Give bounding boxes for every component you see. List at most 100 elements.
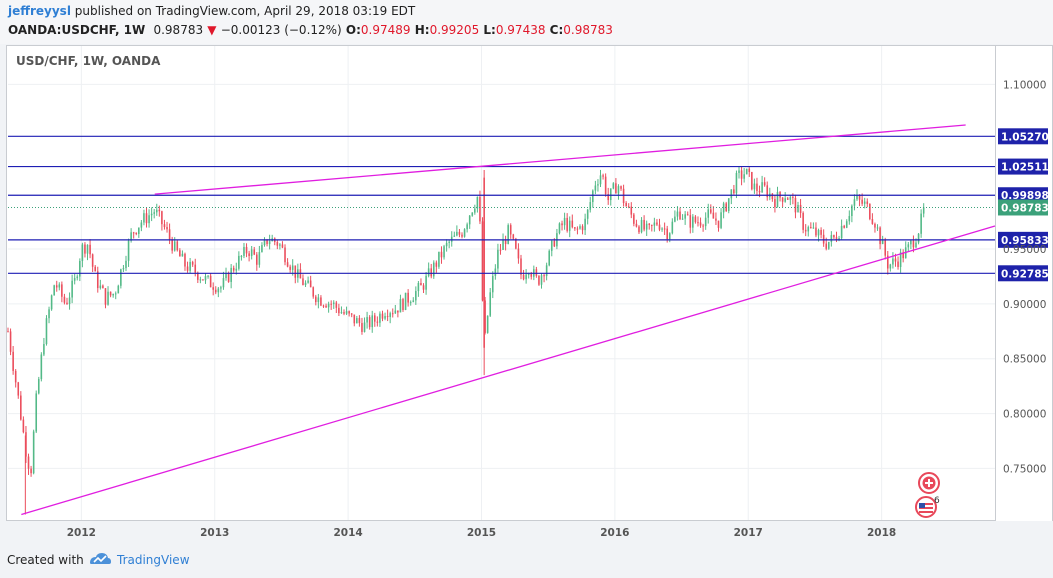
candle-body bbox=[494, 268, 497, 276]
candle-body bbox=[863, 201, 866, 204]
candle-body bbox=[245, 246, 248, 254]
candle-body bbox=[615, 183, 617, 194]
candle-body bbox=[717, 220, 720, 228]
candle-body bbox=[727, 198, 730, 212]
candle-body bbox=[209, 275, 212, 288]
x-tick-label: 2012 bbox=[67, 527, 96, 539]
candle-body bbox=[476, 196, 479, 209]
candle-body bbox=[140, 222, 143, 228]
candle-body bbox=[530, 273, 533, 277]
candle-body bbox=[592, 190, 594, 203]
candle-body bbox=[920, 213, 922, 234]
candle-body bbox=[756, 183, 758, 191]
candle-body bbox=[217, 288, 220, 293]
candle-body bbox=[817, 229, 820, 236]
candle-body bbox=[553, 240, 556, 247]
candle-body bbox=[399, 299, 402, 313]
open-label: O: bbox=[345, 23, 361, 37]
candle-body bbox=[535, 269, 538, 276]
candle-body bbox=[774, 199, 776, 208]
candle-body bbox=[681, 218, 684, 220]
candle-body bbox=[143, 213, 145, 223]
candle-body bbox=[889, 264, 892, 269]
price-chart[interactable]: 1.05270 1.02511 0.99898 0.95833 0.92785 0.987… bbox=[0, 0, 1053, 540]
candle-body bbox=[320, 297, 322, 306]
candle-body bbox=[838, 238, 840, 241]
tradingview-logo-icon[interactable] bbox=[88, 550, 112, 566]
quote-line: OANDA:USDCHF, 1W 0.98783 ▼ −0.00123 (−0.… bbox=[8, 23, 613, 37]
candle-body bbox=[63, 296, 66, 303]
candles-layer bbox=[7, 166, 925, 515]
low-value: 0.97438 bbox=[495, 23, 546, 37]
trendline[interactable] bbox=[21, 225, 996, 516]
candle-body bbox=[827, 241, 830, 249]
candle-body bbox=[168, 229, 171, 240]
candle-body bbox=[71, 280, 73, 298]
candle-body bbox=[710, 209, 712, 213]
candle-body bbox=[799, 204, 802, 213]
candle-body bbox=[499, 249, 502, 251]
level-price-label: 1.05270 bbox=[1001, 131, 1049, 143]
candle-body bbox=[432, 262, 435, 277]
plot-area[interactable] bbox=[6, 45, 996, 521]
candle-body bbox=[879, 227, 881, 245]
candle-body bbox=[479, 196, 481, 222]
candle-body bbox=[50, 295, 53, 310]
candle-body bbox=[425, 275, 427, 290]
price-scale[interactable] bbox=[996, 45, 1053, 521]
candle-body bbox=[581, 226, 584, 231]
candle-body bbox=[722, 203, 725, 213]
candle-body bbox=[225, 272, 227, 279]
candle-body bbox=[302, 278, 304, 286]
candle-body bbox=[640, 219, 643, 233]
candle-body bbox=[566, 217, 568, 231]
candle-body bbox=[404, 292, 407, 310]
candle-body bbox=[61, 284, 63, 297]
candle-body bbox=[89, 244, 91, 255]
candle-body bbox=[199, 279, 202, 281]
candle-body bbox=[345, 311, 348, 314]
candle-body bbox=[558, 223, 561, 234]
candle-body bbox=[763, 182, 766, 186]
trendline[interactable] bbox=[154, 124, 966, 195]
candle-body bbox=[522, 274, 525, 280]
candle-body bbox=[171, 239, 173, 251]
candle-body bbox=[679, 211, 681, 220]
candle-body bbox=[35, 393, 38, 432]
candle-body bbox=[456, 231, 458, 236]
candle-body bbox=[268, 241, 271, 245]
candle-body bbox=[653, 222, 656, 226]
candle-body bbox=[622, 188, 625, 203]
alert-icon[interactable] bbox=[918, 472, 940, 494]
candle-body bbox=[181, 253, 184, 257]
candle-body bbox=[484, 300, 486, 333]
candle-body bbox=[574, 227, 576, 229]
candle-body bbox=[568, 220, 571, 231]
candle-body bbox=[463, 229, 466, 237]
y-tick-label: 1.10000 bbox=[1003, 79, 1046, 91]
candle-body bbox=[843, 225, 845, 228]
tradingview-brand-link[interactable]: TradingView bbox=[117, 553, 190, 567]
candle-body bbox=[489, 292, 492, 316]
candle-body bbox=[325, 305, 327, 308]
candle-body bbox=[707, 209, 710, 218]
us-flag-events-icon[interactable]: 6 bbox=[914, 496, 944, 518]
candle-body bbox=[497, 249, 499, 269]
x-axis: 2012 2013 2014 2015 2016 2017 2018 bbox=[67, 527, 897, 539]
candle-body bbox=[751, 171, 753, 190]
candle-body bbox=[161, 211, 163, 225]
author-link[interactable]: jeffreyysl bbox=[8, 4, 71, 18]
candle-body bbox=[663, 228, 666, 230]
candle-body bbox=[361, 323, 363, 332]
candle-body bbox=[483, 177, 485, 348]
candle-body bbox=[258, 252, 261, 265]
trendlines-layer[interactable] bbox=[21, 124, 996, 516]
candle-body bbox=[453, 235, 456, 237]
candle-body bbox=[220, 287, 222, 289]
candle-body bbox=[125, 260, 127, 269]
candle-body bbox=[448, 241, 450, 243]
candle-body bbox=[602, 175, 604, 177]
candle-body bbox=[658, 224, 661, 230]
candle-body bbox=[30, 468, 32, 474]
candle-body bbox=[874, 223, 876, 228]
